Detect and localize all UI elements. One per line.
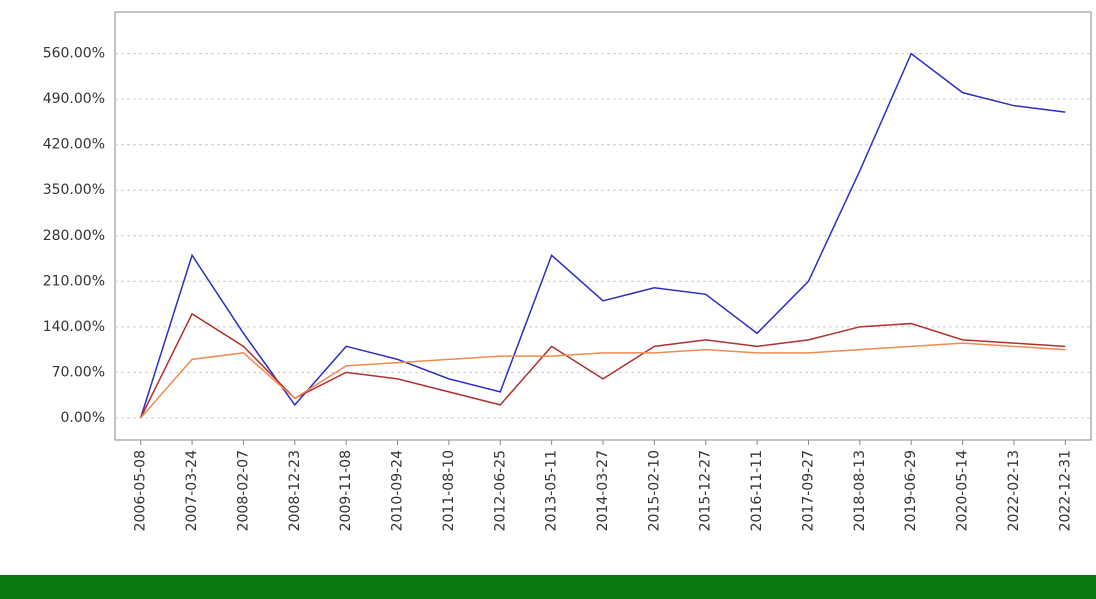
- status-bar: [0, 575, 1096, 599]
- y-tick-label: 140.00%: [43, 319, 105, 335]
- x-tick-label: 2011-08-10: [441, 450, 457, 531]
- y-tick-label: 280.00%: [43, 228, 105, 244]
- y-tick-label: 70.00%: [52, 364, 105, 380]
- series-line: [140, 342, 1066, 419]
- x-tick-label: 2010-09-24: [390, 450, 406, 531]
- y-tick-label: 0.00%: [61, 410, 105, 426]
- y-tick-label: 350.00%: [43, 182, 105, 198]
- series-line: [140, 312, 1066, 419]
- x-tick-label: 2015-12-27: [698, 450, 714, 531]
- y-tick-label: 420.00%: [43, 137, 105, 153]
- x-tick-label: 2017-09-27: [800, 450, 816, 531]
- x-tick-label: 2019-06-29: [903, 450, 919, 531]
- x-tick-label: 2014-03-27: [595, 450, 611, 531]
- y-tick-label: 490.00%: [43, 91, 105, 107]
- x-tick-label: 2008-02-07: [235, 450, 251, 531]
- y-tick-label: 210.00%: [43, 273, 105, 289]
- x-tick-label: 2007-03-24: [184, 450, 200, 531]
- x-tick-label: 2006-05-08: [133, 450, 149, 531]
- x-tick-label: 2016-11-11: [749, 450, 765, 531]
- x-tick-label: 2022-12-31: [1057, 450, 1073, 531]
- y-tick-label: 560.00%: [43, 46, 105, 62]
- x-tick-label: 2008-12-23: [287, 450, 303, 531]
- plot-frame: [114, 11, 1092, 441]
- x-tick-label: 2022-02-13: [1006, 450, 1022, 531]
- series-line: [139, 52, 1066, 419]
- x-tick-label: 2018-08-13: [852, 450, 868, 531]
- x-tick-label: 2012-06-25: [492, 450, 508, 531]
- x-tick-label: 2015-02-10: [646, 450, 662, 531]
- x-tick-label: 2013-05-11: [544, 450, 560, 531]
- x-tick-label: 2009-11-08: [338, 450, 354, 531]
- x-tick-label: 2020-05-14: [955, 450, 971, 531]
